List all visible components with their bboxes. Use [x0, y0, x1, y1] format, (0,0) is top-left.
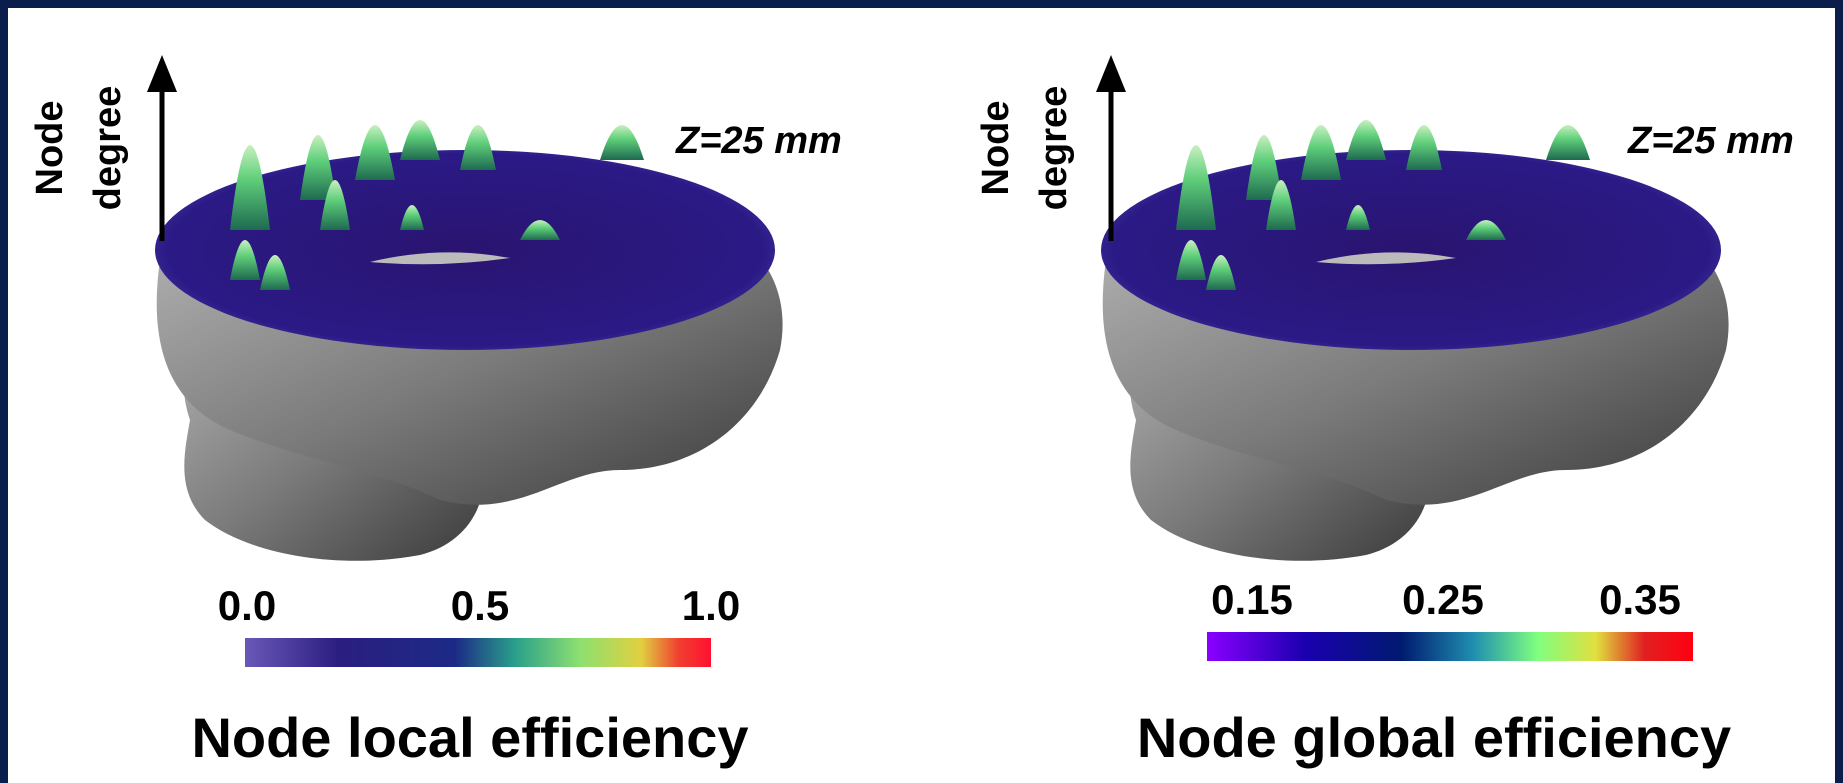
axis-label: Node [29, 101, 71, 196]
figure: Node degree Z=25 mm 0.0 0.5 1.0 Node loc… [0, 0, 1843, 783]
axis-label: degree [1033, 86, 1075, 211]
annotation: Z=25 mm [675, 120, 842, 162]
colorbar-label: 0.25 [1402, 576, 1484, 623]
axis-label: degree [87, 86, 129, 211]
colorbar [245, 638, 711, 667]
colorbar-label: 0.0 [218, 582, 276, 629]
annotation: Z=25 mm [1627, 120, 1794, 162]
panel-title: Node global efficiency [1137, 706, 1731, 769]
colorbar [1207, 632, 1693, 661]
colorbar-label: 1.0 [682, 582, 740, 629]
panel-title: Node local efficiency [191, 706, 748, 769]
colorbar-label: 0.5 [451, 582, 509, 629]
axis-label: Node [975, 101, 1017, 196]
colorbar-label: 0.35 [1599, 576, 1681, 623]
colorbar-label: 0.15 [1211, 576, 1293, 623]
